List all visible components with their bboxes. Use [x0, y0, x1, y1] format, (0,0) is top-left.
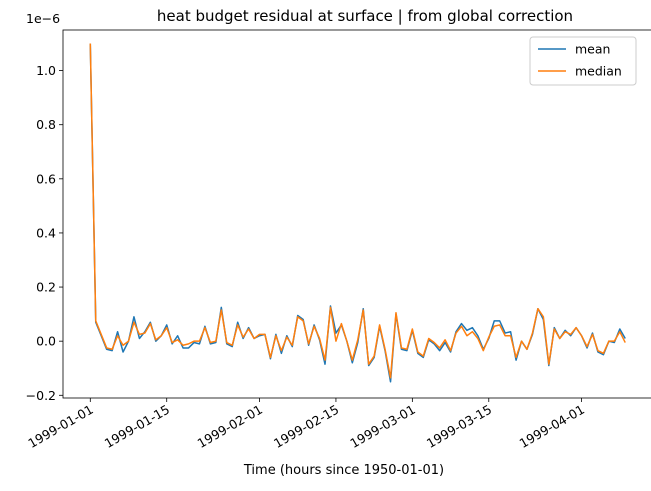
legend: mean median [529, 36, 637, 86]
y-multiplier-label: 1e−6 [26, 11, 60, 26]
x-tick-label: 1999-03-01 [347, 402, 417, 451]
y-axis-ticks: −0.2 0.0 0.2 0.4 0.6 0.8 1.0 [26, 63, 63, 403]
y-tick-label: 0.6 [36, 171, 56, 186]
x-tick-label: 1999-02-15 [271, 402, 341, 451]
x-axis-ticks: 1999-01-01 1999-01-15 1999-02-01 1999-02-15… [25, 398, 587, 451]
legend-median-label: median [575, 64, 622, 79]
series-layer [89, 43, 626, 383]
y-tick-label: 0.2 [36, 280, 56, 295]
series-line-median [89, 43, 626, 379]
y-tick-label: 0.4 [36, 225, 56, 240]
x-tick-label: 1999-04-01 [517, 402, 587, 451]
x-axis-label: Time (hours since 1950-01-01) [243, 463, 444, 478]
x-tick-label: 1999-03-15 [424, 402, 494, 451]
y-tick-label: 0.0 [36, 334, 56, 349]
plot-frame [62, 29, 651, 399]
y-tick-label: −0.2 [26, 388, 56, 403]
chart-title: heat budget residual at surface | from g… [157, 7, 573, 25]
x-tick-label: 1999-01-01 [25, 402, 95, 451]
x-tick-label: 1999-02-01 [195, 402, 265, 451]
legend-mean-label: mean [575, 42, 610, 57]
y-tick-label: 0.8 [36, 117, 56, 132]
y-tick-label: 1.0 [36, 63, 56, 78]
x-tick-label: 1999-01-15 [102, 402, 172, 451]
